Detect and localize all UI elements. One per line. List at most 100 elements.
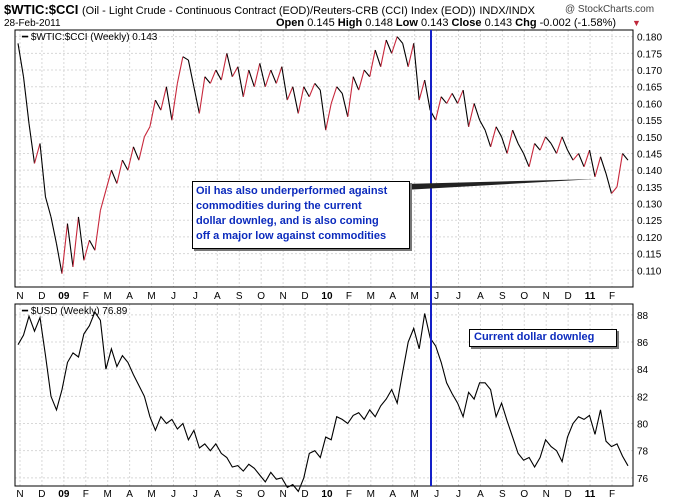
ratio-segment: [336, 86, 343, 94]
y-tick-label: 78: [637, 447, 649, 458]
ratio-segment: [495, 126, 503, 138]
x-tick-label: M: [410, 489, 418, 500]
chg-value: -0.002 (-1.58%): [539, 17, 617, 29]
ratio-segment: [253, 63, 261, 87]
top-panel-frame: [14, 29, 634, 288]
ratio-segment: [319, 90, 327, 131]
ratio-segment: [154, 99, 162, 111]
ratio-segment: [226, 53, 233, 77]
y-tick-label: 0.140: [637, 166, 662, 177]
x-tick-label: F: [609, 291, 615, 302]
ratio-segment: [286, 86, 294, 101]
ratio-segment: [193, 86, 200, 114]
x-tick-label: A: [477, 291, 484, 302]
ratio-segment: [534, 143, 541, 151]
ratio-segment: [550, 143, 558, 154]
ratio-segment: [220, 53, 228, 81]
ratio-segment: [314, 83, 321, 91]
x-tick-label: M: [147, 291, 155, 302]
ratio-segment: [55, 243, 63, 274]
note-line: dollar downleg, and is also coming: [196, 215, 379, 227]
y-tick-label: 0.150: [637, 133, 662, 144]
ratio-segment: [99, 190, 107, 211]
ratio-segment: [413, 43, 420, 101]
x-tick-label: J: [456, 291, 461, 302]
x-tick-label: N: [16, 489, 23, 500]
x-tick-label: M: [367, 489, 375, 500]
svg-text:━ $WTIC:$CCI (Weekly) 0.143: ━ $WTIC:$CCI (Weekly) 0.143: [21, 32, 158, 43]
y-tick-label: 0.110: [637, 266, 662, 277]
y-tick-label: 0.135: [637, 183, 662, 194]
x-tick-label: D: [301, 291, 308, 302]
x-tick-label: F: [346, 489, 352, 500]
callout-pointer: [404, 179, 596, 190]
ratio-segment: [517, 143, 525, 154]
ratio-segment: [616, 153, 624, 187]
ratio-segment: [484, 129, 492, 147]
ratio-segment: [407, 43, 415, 67]
ratio-segment: [270, 69, 277, 84]
x-tick-label: J: [434, 291, 439, 302]
ratio-segment: [308, 83, 316, 97]
close-value: 0.143: [484, 17, 513, 29]
y-tick-label: 80: [637, 420, 649, 431]
y-tick-label: 0.180: [637, 33, 662, 44]
ratio-segment: [462, 89, 470, 127]
ratio-segment: [61, 223, 69, 274]
ratio-segment: [297, 86, 305, 114]
low-label: Low: [395, 17, 418, 29]
ratio-segment: [424, 79, 431, 111]
x-tick-label: O: [257, 489, 265, 500]
y-tick-label: 0.130: [637, 200, 662, 211]
y-tick-label: 0.170: [637, 66, 662, 77]
x-tick-label: J: [193, 291, 198, 302]
ratio-segment: [165, 86, 173, 121]
brand[interactable]: @ StockCharts.com: [565, 4, 655, 15]
ratio-segment: [105, 170, 112, 191]
ratio-segment: [292, 86, 299, 114]
note-line: Oil has also underperformed against: [196, 185, 388, 197]
ratio-segment: [605, 173, 613, 194]
close-label: Close: [451, 17, 482, 29]
ratio-segment: [182, 56, 189, 61]
ratio-segment: [237, 66, 244, 97]
dollar-downleg-note: Current dollar downleg: [469, 329, 617, 347]
ratio-segment: [578, 153, 585, 168]
x-tick-label: D: [565, 489, 572, 500]
ratio-segment: [506, 130, 514, 154]
ratio-segment: [143, 126, 151, 138]
ratio-segment: [209, 69, 217, 84]
ratio-segment: [385, 39, 393, 54]
ratio-segment: [556, 136, 563, 154]
x-tick-label: 11: [585, 489, 596, 500]
x-tick-label: M: [147, 489, 155, 500]
ratio-segment: [561, 136, 569, 151]
ratio-segment: [160, 86, 167, 111]
high-value: 0.148: [365, 17, 393, 29]
bottom-panel-grid: [15, 304, 633, 486]
exchange: INDX/INDX: [479, 5, 535, 17]
ratio-segment: [281, 66, 288, 101]
ratio-segment: [215, 69, 222, 81]
ratio-segment: [127, 146, 134, 171]
ratio-segment: [572, 153, 579, 161]
ratio-segment: [528, 143, 536, 167]
ratio-segment: [198, 76, 206, 114]
oil-underperform-note: Oil has also underperformed against comm…: [192, 181, 410, 249]
ratio-segment: [611, 186, 618, 194]
ratio-segment: [28, 123, 36, 164]
ratio-segment: [248, 69, 255, 87]
ratio-segment: [446, 93, 453, 104]
symbol: $WTIC:$CCI: [4, 2, 79, 17]
x-tick-label: 11: [585, 291, 596, 302]
ratio-segment: [418, 79, 426, 101]
x-tick-label: A: [214, 291, 221, 302]
symbol-description: (Oil - Light Crude - Continuous Contract…: [82, 5, 476, 17]
ratio-segment: [358, 69, 365, 91]
ratio-segment: [66, 223, 74, 268]
ratio-segment: [490, 126, 497, 147]
x-tick-label: S: [499, 291, 506, 302]
ratio-segment: [539, 136, 547, 151]
x-tick-label: N: [543, 291, 550, 302]
high-label: High: [337, 17, 363, 29]
